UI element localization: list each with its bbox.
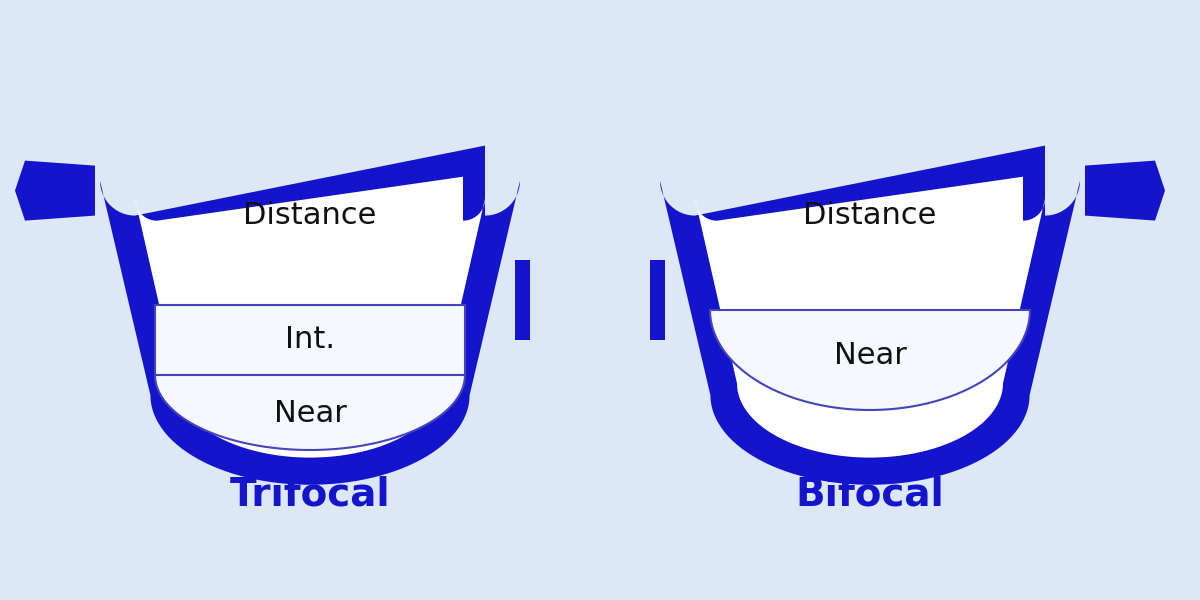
Polygon shape	[155, 375, 466, 450]
Polygon shape	[695, 176, 1045, 458]
Polygon shape	[710, 310, 1030, 410]
Polygon shape	[134, 176, 485, 458]
Text: Bifocal: Bifocal	[796, 476, 944, 514]
Bar	[155, 305, 466, 375]
Text: Distance: Distance	[803, 200, 937, 229]
Text: Int.: Int.	[286, 325, 335, 355]
Polygon shape	[650, 260, 665, 340]
Polygon shape	[1085, 161, 1165, 221]
Text: Near: Near	[834, 340, 906, 370]
Polygon shape	[660, 146, 1080, 485]
Text: Distance: Distance	[244, 200, 377, 229]
Polygon shape	[100, 146, 520, 485]
Polygon shape	[14, 161, 95, 221]
Polygon shape	[515, 260, 530, 340]
Text: Near: Near	[274, 398, 347, 427]
Text: Trifocal: Trifocal	[229, 476, 390, 514]
